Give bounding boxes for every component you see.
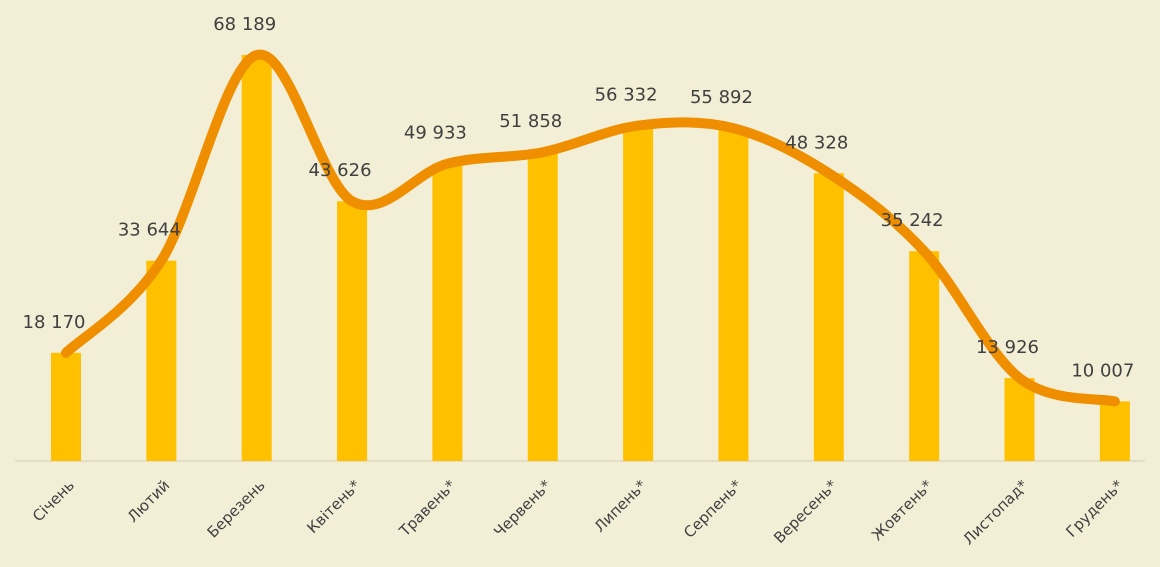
bar [1004,378,1035,461]
bar [51,352,81,461]
data-label: 10 007 [1071,360,1134,381]
bar [527,152,558,461]
bar [432,163,463,461]
data-label: 48 328 [785,132,848,153]
data-label: 18 170 [23,312,86,333]
data-label: 51 858 [499,111,562,132]
data-label: 55 892 [690,87,753,108]
data-label: 43 626 [309,160,372,181]
bar [718,128,749,461]
bar [1099,401,1130,461]
data-label: 35 242 [881,210,944,231]
bar [623,125,654,461]
bar [909,251,940,461]
data-label: 68 189 [213,14,276,35]
trend-line [61,49,1120,407]
bar [241,55,272,461]
bar [337,201,368,461]
bar [813,173,844,461]
data-label: 56 332 [595,85,658,106]
bar [146,260,177,461]
data-label: 49 933 [404,123,467,144]
data-label: 13 926 [976,337,1039,358]
data-label: 33 644 [118,220,181,241]
